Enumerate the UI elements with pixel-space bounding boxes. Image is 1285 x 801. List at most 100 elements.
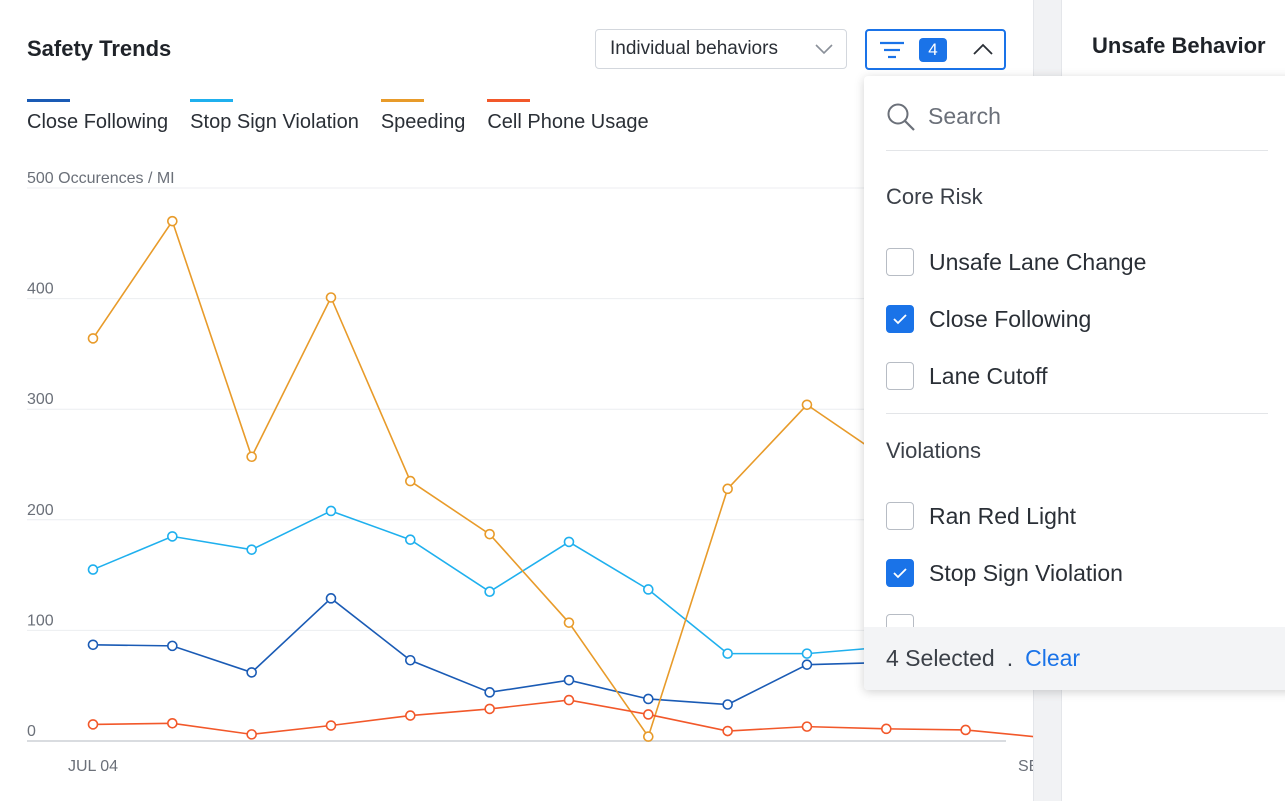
search-box <box>886 102 1268 151</box>
y-tick-label: 200 <box>27 502 54 519</box>
chart-axis-labels: 0 100 200 300 400 500 Occurences / MI JUL 04 SE… <box>27 170 1033 775</box>
data-point <box>246 544 257 555</box>
data-point <box>484 586 495 597</box>
data-point <box>563 617 575 628</box>
data-point <box>801 659 813 670</box>
data-point <box>563 694 575 706</box>
data-point <box>325 292 337 303</box>
data-point <box>405 654 416 666</box>
data-point <box>87 639 99 651</box>
series-line <box>92 699 1033 738</box>
data-point <box>87 333 99 344</box>
filter-icon <box>880 41 904 58</box>
data-point <box>405 710 416 721</box>
y-tick-label: 0 <box>27 723 36 740</box>
data-point <box>801 721 813 732</box>
safety-trends-card: 0 100 200 300 400 500 Occurences / MI JUL 04 SE… <box>0 0 1033 801</box>
data-point <box>405 475 416 487</box>
filter-option-label: Close Following <box>929 305 1092 332</box>
legend-item[interactable]: Cell Phone Usage <box>487 99 649 134</box>
checkbox[interactable] <box>886 559 914 587</box>
filter-option-label: Lane Cutoff <box>929 362 1048 389</box>
data-point <box>246 451 257 463</box>
group-by-select-value: Individual behaviors <box>610 38 778 59</box>
x-tick-label: JUL 04 <box>68 758 118 775</box>
data-point <box>801 399 813 411</box>
side-panel-title: Unsafe Behavior <box>1092 33 1266 58</box>
data-point <box>563 536 575 548</box>
y-axis-label: 500 Occurences / MI <box>27 170 175 187</box>
data-point <box>167 718 178 729</box>
legend-label: Speeding <box>380 111 466 133</box>
data-point <box>167 215 178 227</box>
data-point <box>643 709 654 720</box>
data-point <box>484 528 495 540</box>
option-group-title: Violations <box>886 438 981 463</box>
line-chart: 0 100 200 300 400 500 Occurences / MI JUL 04 SE… <box>27 170 1033 775</box>
data-point <box>563 674 575 686</box>
filter-option-label: Ran Red Light <box>929 502 1077 529</box>
legend-swatch <box>190 99 234 102</box>
data-point <box>87 719 99 730</box>
chart-gridlines <box>27 187 1006 742</box>
filter-option[interactable]: Unsafe Lane Change <box>886 248 1146 276</box>
data-point <box>325 720 337 731</box>
data-point <box>484 687 495 698</box>
data-point <box>880 723 892 735</box>
y-tick-label: 400 <box>27 281 54 298</box>
y-tick-label: 100 <box>27 612 54 629</box>
data-point <box>722 725 733 737</box>
checkbox[interactable] <box>886 362 914 390</box>
footer-separator: . <box>1006 645 1014 671</box>
legend-label: Stop Sign Violation <box>190 111 359 133</box>
data-point <box>643 584 654 595</box>
selected-count: 4 Selected <box>886 645 995 671</box>
group-divider <box>886 413 1268 414</box>
option-group-title: Core Risk <box>886 184 983 209</box>
search-input[interactable] <box>928 103 1248 130</box>
filter-option[interactable]: Lane Cutoff <box>886 362 1048 390</box>
data-point <box>801 648 813 659</box>
filter-option[interactable]: Stop Sign Violation <box>886 559 1123 587</box>
data-point <box>325 593 337 604</box>
check-icon <box>893 568 907 579</box>
legend-swatch <box>487 99 531 102</box>
x-tick-label: SEP 19 <box>1018 758 1033 775</box>
data-point <box>960 724 971 736</box>
data-point <box>722 648 733 659</box>
clear-button[interactable]: Clear <box>1025 645 1081 671</box>
data-point <box>643 731 654 742</box>
filter-button[interactable]: 4 <box>865 29 1006 70</box>
checkbox[interactable] <box>886 502 914 530</box>
behavior-filter-dropdown: Core Risk Unsafe Lane Change Close Followi… <box>864 76 1285 690</box>
legend-item[interactable]: Speeding <box>380 99 466 134</box>
filter-option-label: Stop Sign Violation <box>929 559 1123 586</box>
dropdown-footer: 4 Selected . Clear <box>864 627 1285 690</box>
data-point <box>643 693 654 705</box>
filter-option-label: Unsafe Lane Change <box>929 248 1147 275</box>
legend-item[interactable]: Close Following <box>27 99 168 134</box>
data-point <box>405 534 416 546</box>
filter-option[interactable]: Ran Red Light <box>886 502 1076 530</box>
y-tick-label: 300 <box>27 391 54 408</box>
panel-title: Safety Trends <box>27 36 172 61</box>
legend-swatch <box>27 99 70 102</box>
filter-count-badge: 4 <box>919 37 947 62</box>
legend-label: Cell Phone Usage <box>487 111 649 133</box>
data-point <box>167 531 178 542</box>
legend-label: Close Following <box>27 111 169 133</box>
data-point <box>325 505 337 517</box>
checkbox[interactable] <box>886 305 914 333</box>
data-point <box>167 640 178 652</box>
checkbox[interactable] <box>886 248 914 276</box>
group-by-select[interactable]: Individual behaviors <box>595 29 847 69</box>
chevron-up-icon[interactable] <box>972 43 994 56</box>
data-point <box>246 729 257 740</box>
data-point <box>246 667 257 678</box>
chart-series <box>87 215 1033 742</box>
filter-option[interactable]: Close Following <box>886 305 1091 333</box>
data-point <box>722 483 733 495</box>
search-icon <box>887 103 915 131</box>
legend-item[interactable]: Stop Sign Violation <box>190 99 359 134</box>
data-point <box>484 703 495 715</box>
